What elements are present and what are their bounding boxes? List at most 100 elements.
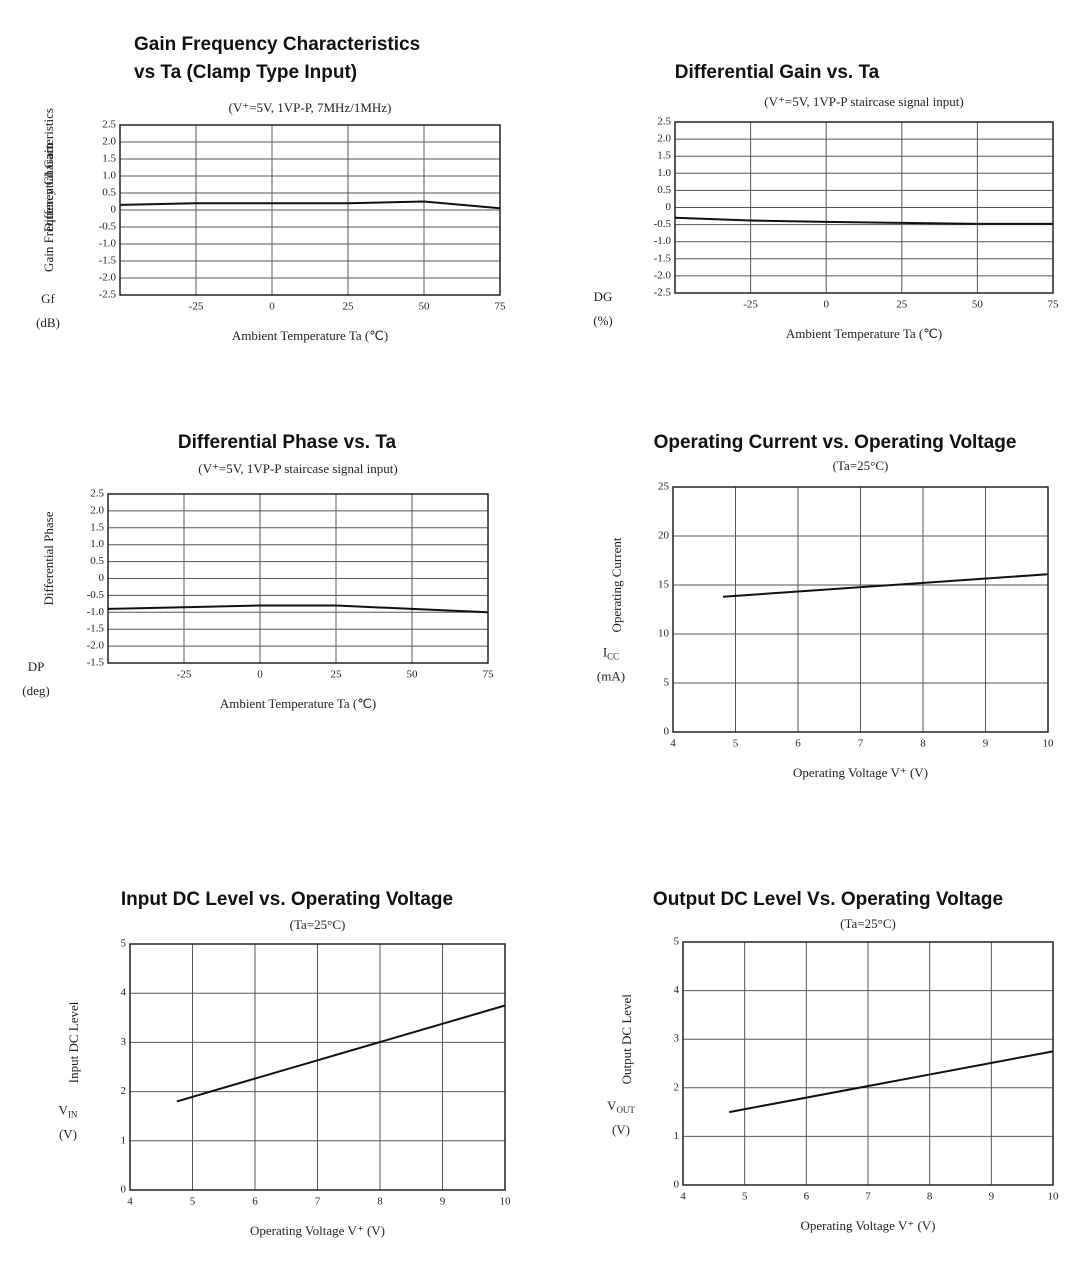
y-tick-label: 2.0 — [90, 504, 104, 516]
y-axis-unit: (V) — [612, 1122, 630, 1137]
y-tick-label: 1.0 — [90, 538, 104, 550]
y-tick-label: 0.5 — [102, 187, 116, 199]
x-tick-label: 25 — [343, 301, 355, 313]
y-tick-label: 2.5 — [90, 488, 104, 500]
y-tick-label: 3 — [121, 1036, 127, 1048]
x-tick-label: -25 — [743, 299, 758, 311]
y-tick-label: 1.5 — [657, 150, 671, 162]
y-tick-label: 10 — [658, 628, 670, 640]
y-symbol-sub: OUT — [616, 1105, 635, 1115]
y-tick-label: 1.0 — [657, 167, 671, 179]
y-axis-label: Differential Gain — [41, 143, 56, 232]
y-axis-label: Gain Frequency Characteristics — [41, 108, 56, 272]
y-tick-label: 2.5 — [657, 116, 671, 128]
chart-title: Differential Phase vs. Ta — [178, 432, 397, 453]
x-tick-label: -25 — [177, 669, 192, 681]
y-tick-label: 3 — [674, 1033, 680, 1045]
y-symbol-main: I — [603, 645, 607, 660]
y-tick-label: -1.5 — [654, 252, 672, 264]
chart-subtitle: (V⁺=5V, 1VP-P staircase signal input) — [198, 461, 397, 476]
y-tick-label: -1.5 — [99, 255, 117, 267]
y-tick-label: 2.0 — [657, 133, 671, 145]
chart: Differential Gain vs. Ta (V⁺=5V, 1VP-P st… — [41, 62, 1059, 341]
y-tick-label: 4 — [674, 984, 680, 996]
y-tick-label: 0 — [674, 1179, 680, 1191]
x-tick-label: 50 — [419, 301, 431, 313]
x-tick-label: 5 — [190, 1196, 196, 1208]
x-tick-label: 5 — [742, 1191, 748, 1203]
x-tick-label: 0 — [823, 299, 829, 311]
x-tick-label: 25 — [896, 299, 908, 311]
y-axis-symbol: DP — [28, 659, 45, 674]
y-tick-label: 0 — [111, 204, 117, 216]
x-axis-label: Operating Voltage V⁺ (V) — [793, 765, 928, 780]
y-symbol-main: DG — [594, 289, 613, 304]
x-tick-label: 50 — [972, 299, 984, 311]
data-line — [722, 573, 1049, 598]
x-axis-label: Ambient Temperature Ta (℃) — [786, 326, 942, 341]
chart-subtitle: (Ta=25°C) — [290, 917, 346, 932]
y-tick-label: 2.5 — [102, 119, 116, 131]
x-tick-label: 9 — [983, 738, 989, 750]
x-tick-label: 8 — [927, 1191, 933, 1203]
x-axis-label: Operating Voltage V⁺ (V) — [250, 1223, 385, 1238]
y-axis-symbol: VIN — [59, 1102, 78, 1119]
y-axis-unit: (mA) — [597, 669, 625, 684]
chart: Operating Current vs. Operating Voltage (… — [597, 432, 1054, 780]
y-symbol-main: V — [59, 1102, 69, 1117]
y-tick-label: 2.0 — [102, 136, 116, 148]
y-tick-label: 5 — [121, 938, 127, 950]
y-tick-label: -0.5 — [87, 589, 105, 601]
y-symbol-main: DP — [28, 659, 45, 674]
chart-title: Input DC Level vs. Operating Voltage — [121, 889, 453, 910]
y-symbol-main: Gf — [41, 291, 55, 306]
y-symbol-main: V — [607, 1098, 617, 1113]
plot-frame — [682, 941, 1054, 1186]
chart-subtitle: (V⁺=5V, 1VP-P staircase signal input) — [764, 94, 963, 109]
y-axis-unit: (deg) — [22, 683, 49, 698]
x-tick-label: 10 — [1043, 738, 1055, 750]
chart-subtitle: (Ta=25°C) — [840, 916, 896, 931]
y-symbol-sub: CC — [607, 652, 619, 662]
y-axis-symbol: VOUT — [607, 1098, 635, 1115]
y-tick-label: 5 — [674, 936, 680, 948]
y-tick-label: -1.5 — [87, 657, 105, 669]
y-axis-unit: (V) — [59, 1126, 77, 1141]
x-tick-label: 6 — [804, 1191, 810, 1203]
y-tick-label: -2.5 — [654, 287, 672, 299]
y-axis-unit: (dB) — [36, 315, 60, 330]
chart: Differential Phase vs. Ta (V⁺=5V, 1VP-P s… — [22, 432, 494, 711]
chart-title: vs Ta (Clamp Type Input) — [134, 62, 357, 83]
y-tick-label: 15 — [658, 579, 670, 591]
x-axis-label: Operating Voltage V⁺ (V) — [800, 1218, 935, 1233]
x-tick-label: 6 — [252, 1196, 258, 1208]
y-axis-symbol: ICC — [603, 645, 619, 662]
y-tick-label: 5 — [664, 677, 670, 689]
y-tick-label: -1.0 — [87, 606, 105, 618]
chart: Gain Frequency Characteristics vs Ta (Cla… — [36, 34, 506, 343]
y-tick-label: 0 — [121, 1184, 127, 1196]
chart: Input DC Level vs. Operating Voltage (Ta=… — [59, 889, 511, 1238]
data-line — [674, 216, 1053, 225]
x-tick-label: 75 — [483, 669, 495, 681]
y-axis-unit: (%) — [593, 313, 613, 328]
chart-title: Gain Frequency Characteristics — [134, 34, 420, 55]
x-tick-label: 10 — [500, 1196, 512, 1208]
y-tick-label: 0 — [99, 572, 105, 584]
y-axis-symbol: Gf — [41, 291, 55, 306]
y-tick-label: 1 — [121, 1134, 127, 1146]
y-tick-label: -2.0 — [87, 640, 105, 652]
y-tick-label: 1.5 — [102, 153, 116, 165]
y-axis-symbol: DG — [594, 289, 613, 304]
x-tick-label: 5 — [733, 738, 739, 750]
x-tick-label: 6 — [795, 738, 801, 750]
y-tick-label: -0.5 — [99, 221, 117, 233]
chart-title: Output DC Level Vs. Operating Voltage — [653, 889, 1003, 910]
y-tick-label: 0.5 — [657, 184, 671, 196]
plot-frame — [119, 124, 501, 296]
x-tick-label: 8 — [377, 1196, 383, 1208]
y-tick-label: -1.5 — [87, 623, 105, 635]
x-tick-label: 9 — [989, 1191, 995, 1203]
y-tick-label: -2.0 — [654, 269, 672, 281]
chart: Output DC Level Vs. Operating Voltage (Ta… — [607, 889, 1059, 1233]
